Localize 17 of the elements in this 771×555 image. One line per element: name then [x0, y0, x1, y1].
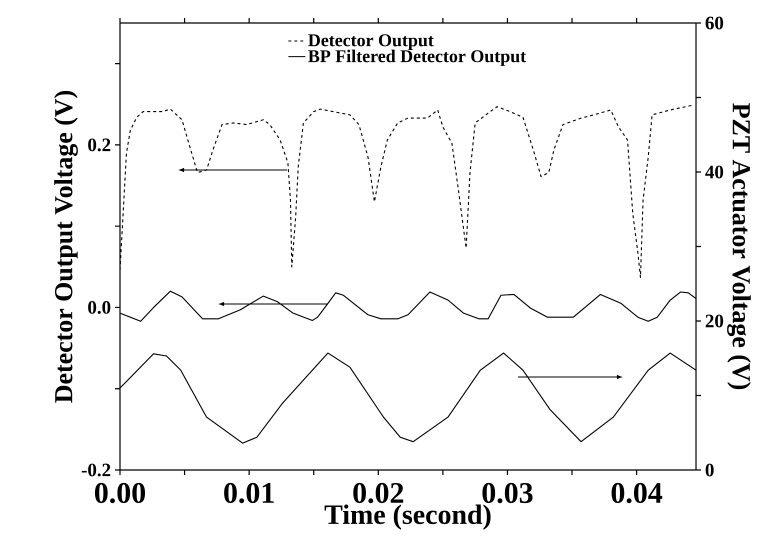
x-tick-label: 0.02: [353, 482, 404, 504]
x-tick-label: 0.04: [612, 482, 662, 504]
y2-tick-label: 40: [705, 166, 724, 178]
x-tick-label: 0.00: [94, 482, 146, 504]
legend-label: BP Filtered Detector Output: [308, 50, 526, 66]
y-tick-label: -0.2: [82, 464, 110, 476]
y-axis-title: Detector Output Voltage (V): [54, 90, 78, 403]
legend-label: Detector Output: [308, 34, 434, 50]
x-tick-label: 0.01: [224, 482, 274, 504]
y2-tick-label: 20: [706, 314, 724, 328]
y-tick-label: 0.2: [88, 138, 110, 152]
x-axis-title: Time (second): [324, 504, 491, 530]
y-tick-label: 0.0: [88, 301, 110, 314]
x-tick-label: 0.03: [482, 482, 533, 504]
y2-tick-label: 60: [706, 16, 724, 30]
y2-axis-title: PZT Actuator Voltage (V): [727, 103, 751, 390]
y2-tick-label: 0: [706, 464, 714, 476]
